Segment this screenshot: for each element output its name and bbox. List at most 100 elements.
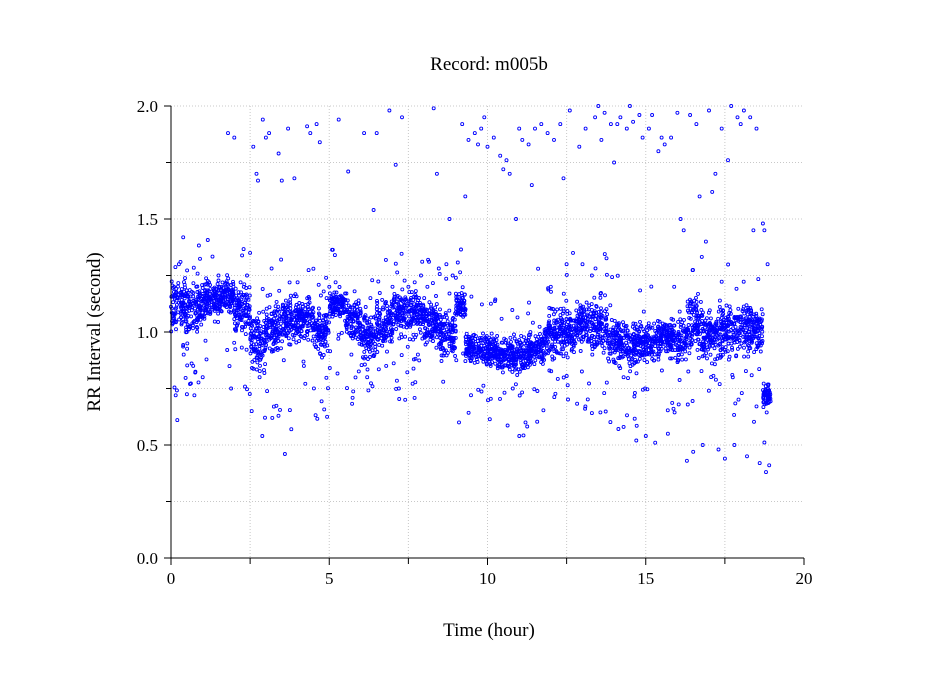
data-point (189, 289, 194, 294)
data-point (718, 347, 723, 352)
data-point (403, 334, 408, 339)
data-point (528, 345, 533, 350)
data-point (701, 347, 706, 351)
data-point (434, 294, 438, 298)
data-point (655, 319, 660, 323)
data-point (439, 353, 444, 358)
data-point (498, 396, 502, 401)
data-point (683, 357, 688, 362)
y-tick-label: 0.0 (137, 549, 158, 568)
data-point (645, 387, 650, 392)
data-point (708, 322, 713, 327)
data-point (673, 342, 678, 347)
data-point (707, 308, 712, 313)
data-point (417, 327, 422, 332)
data-point (330, 307, 335, 312)
data-point (680, 320, 685, 325)
data-point (719, 279, 724, 284)
data-point (375, 322, 380, 327)
data-point (256, 178, 260, 183)
data-point (695, 347, 700, 352)
data-point (263, 135, 268, 140)
data-point (504, 158, 509, 163)
data-point (369, 326, 374, 331)
data-point (303, 381, 308, 386)
data-point (562, 323, 567, 328)
data-point (616, 321, 621, 326)
data-point (526, 335, 531, 340)
data-point (439, 359, 444, 363)
data-point (405, 370, 410, 375)
data-point (605, 312, 610, 317)
data-point (195, 271, 200, 276)
data-point (235, 301, 240, 305)
data-point (336, 332, 341, 337)
data-point (453, 354, 458, 358)
data-point (346, 169, 351, 174)
data-point (400, 115, 404, 120)
data-point (634, 327, 639, 332)
data-point (300, 318, 305, 323)
data-point (336, 117, 341, 122)
data-point (269, 349, 274, 354)
data-point (430, 321, 435, 326)
data-point (713, 342, 718, 347)
data-point (281, 326, 286, 331)
data-point (476, 341, 481, 346)
data-point (754, 126, 759, 131)
data-point (321, 289, 326, 294)
data-point (607, 351, 612, 356)
data-point (372, 352, 377, 357)
data-point (754, 311, 759, 316)
data-point (327, 296, 332, 301)
data-point (579, 312, 584, 317)
data-point (203, 296, 208, 301)
data-point (712, 362, 717, 367)
data-point (542, 337, 547, 342)
data-point (413, 335, 418, 340)
data-point (182, 282, 187, 287)
data-point (716, 309, 721, 314)
data-point (625, 413, 629, 418)
data-point (761, 394, 766, 399)
data-point (716, 336, 721, 341)
data-point (492, 343, 497, 348)
data-point (250, 319, 255, 324)
data-point (722, 347, 727, 352)
data-point (325, 414, 330, 419)
data-point (764, 401, 769, 406)
data-point (445, 319, 450, 324)
data-point (564, 351, 569, 356)
data-point (606, 356, 611, 361)
data-point (442, 322, 447, 327)
data-point (420, 259, 425, 264)
data-point (351, 333, 356, 338)
data-point (427, 308, 432, 313)
data-point (200, 375, 205, 380)
data-point (422, 308, 427, 313)
data-point (444, 276, 449, 281)
data-point (397, 397, 402, 401)
data-point (322, 407, 327, 412)
data-point (458, 270, 463, 275)
data-point (623, 349, 628, 353)
data-point (526, 142, 531, 147)
data-point (593, 266, 598, 271)
data-point (236, 301, 241, 305)
data-point (273, 346, 278, 351)
data-point (350, 401, 355, 406)
data-point (261, 309, 266, 314)
data-point (241, 247, 246, 252)
data-point (645, 351, 650, 356)
data-point (191, 281, 196, 286)
data-point (285, 305, 290, 310)
data-point (519, 366, 524, 371)
data-point (761, 405, 766, 410)
data-point (278, 321, 283, 326)
data-point (530, 320, 535, 325)
data-point (387, 316, 392, 321)
data-point (547, 368, 552, 373)
data-point (700, 443, 705, 447)
data-point (359, 363, 364, 368)
data-point (579, 328, 584, 333)
